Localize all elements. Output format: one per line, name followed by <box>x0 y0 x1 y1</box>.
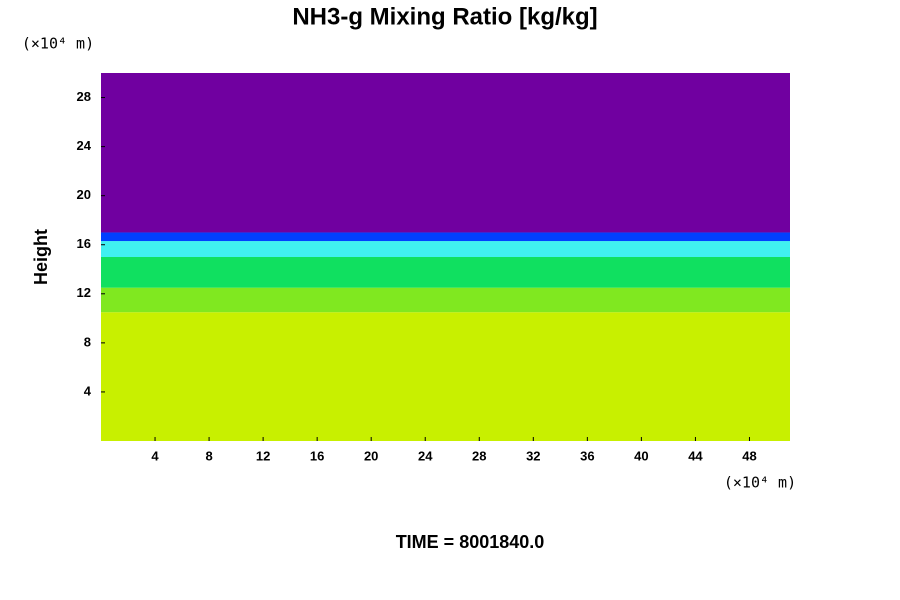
x-tick-label: 8 <box>205 448 212 463</box>
y-unit: (×10⁴ m) <box>22 35 94 53</box>
field-band <box>101 232 790 242</box>
y-tick-label: 16 <box>77 236 91 251</box>
field-band <box>101 241 790 257</box>
x-tick-label: 20 <box>364 448 378 463</box>
x-tick-label: 36 <box>580 448 594 463</box>
field-band <box>101 287 790 313</box>
y-tick-label: 24 <box>77 138 92 153</box>
x-unit: (×10⁴ m) <box>724 474 796 492</box>
field-band <box>101 73 790 233</box>
chart-title: NH3-g Mixing Ratio [kg/kg] <box>292 3 597 30</box>
field-band <box>101 312 790 441</box>
x-tick-label: 32 <box>526 448 540 463</box>
x-tick-label: 12 <box>256 448 270 463</box>
x-tick-label: 48 <box>742 448 756 463</box>
y-tick-label: 28 <box>77 89 91 104</box>
x-tick-label: 44 <box>688 448 703 463</box>
y-tick-label: 8 <box>84 334 91 349</box>
y-tick-label: 20 <box>77 187 91 202</box>
y-axis-label: Height <box>31 229 51 285</box>
x-tick-label: 16 <box>310 448 324 463</box>
x-tick-label: 28 <box>472 448 486 463</box>
x-tick-label: 40 <box>634 448 648 463</box>
y-tick-label: 4 <box>84 383 92 398</box>
y-tick-label: 12 <box>77 285 91 300</box>
footer: TIME = 8001840.0 <box>396 532 545 552</box>
x-tick-label: 4 <box>151 448 159 463</box>
field-band <box>101 257 790 288</box>
x-tick-label: 24 <box>418 448 433 463</box>
